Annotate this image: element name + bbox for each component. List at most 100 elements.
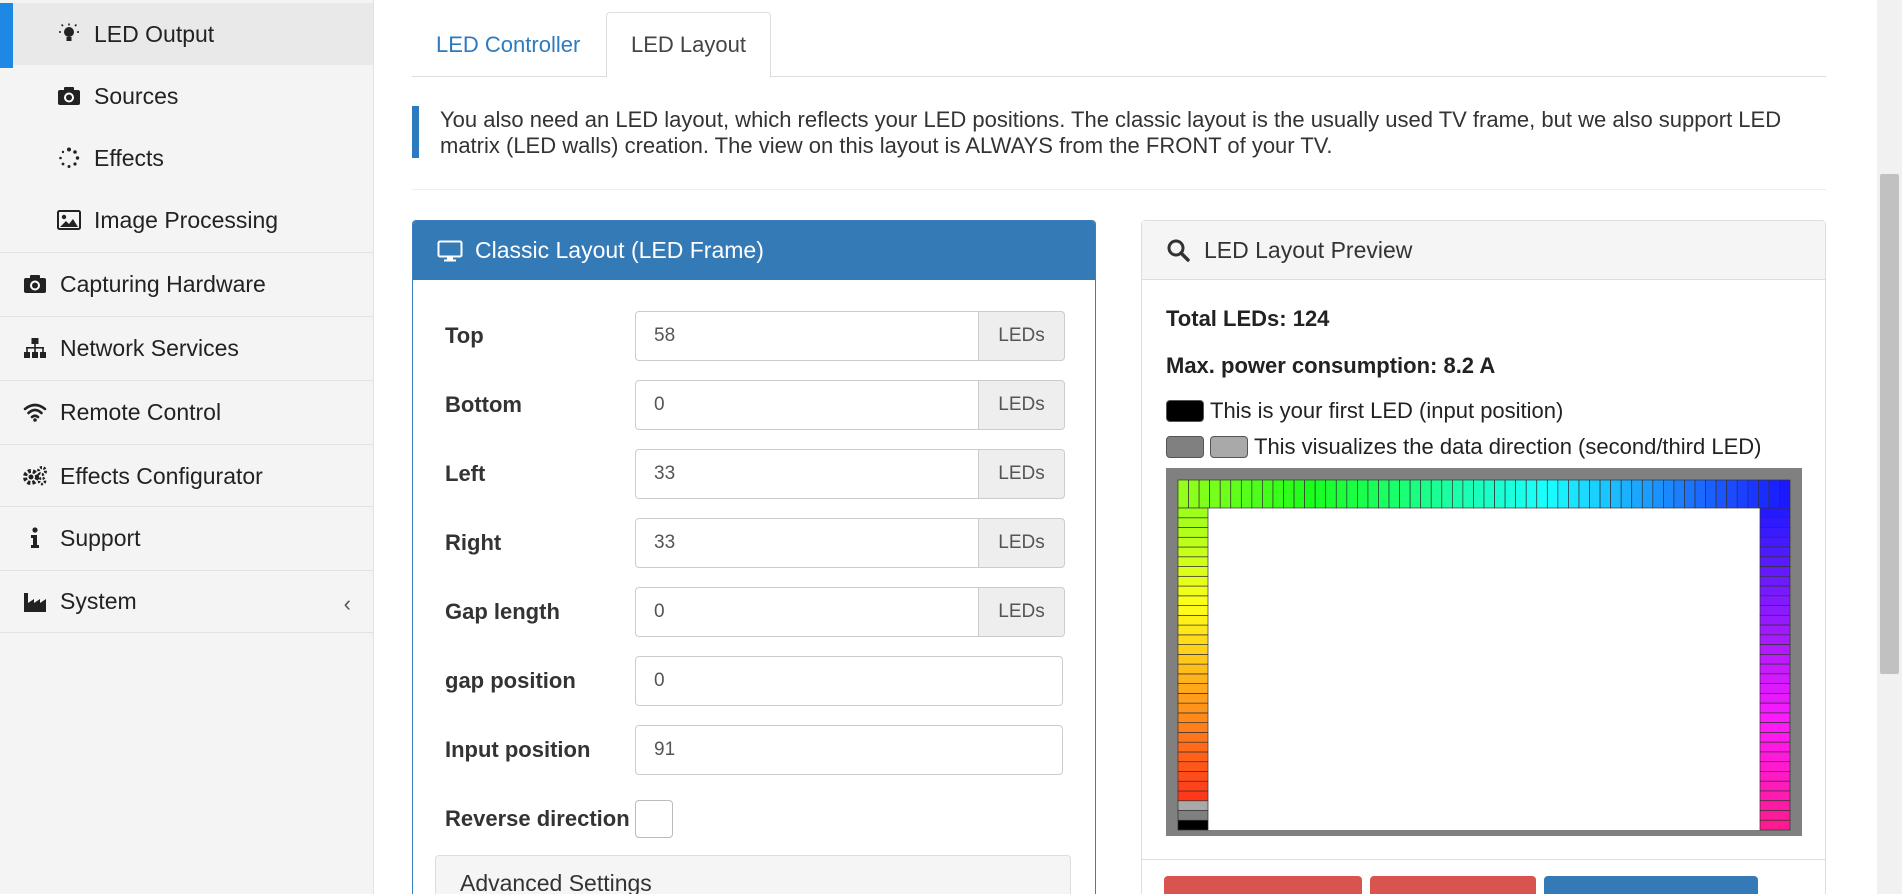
led-cell (1663, 479, 1675, 509)
tab-led-layout[interactable]: LED Layout (606, 12, 771, 78)
led-action-button[interactable] (1164, 876, 1362, 894)
scrollbar-thumb[interactable] (1880, 174, 1899, 674)
sidebar-item-effects-configurator[interactable]: Effects Configurator (0, 444, 373, 507)
field-left: Left 33 LEDs (445, 449, 1065, 499)
desktop-icon (437, 240, 463, 262)
sidebar-item-capturing-hardware[interactable]: Capturing Hardware (0, 252, 373, 315)
panel-footer-divider (1142, 859, 1825, 860)
led-cell (1726, 479, 1738, 509)
led-cell (1251, 479, 1263, 509)
sidebar-item-support[interactable]: Support (0, 506, 373, 569)
sidebar-item-network-services[interactable]: Network Services (0, 316, 373, 379)
led-action-button[interactable] (1370, 876, 1536, 894)
led-cell (1684, 479, 1696, 509)
led-cell (1759, 614, 1791, 626)
second-led-swatch (1166, 436, 1204, 458)
legend-first-led: This is your first LED (input position) (1166, 398, 1563, 424)
led-cell (1177, 771, 1209, 782)
led-cell (1177, 810, 1209, 821)
led-cell (1759, 683, 1791, 694)
led-cell (1759, 780, 1791, 792)
led-cell (1483, 479, 1495, 509)
gap-length-input[interactable]: 0 (635, 587, 979, 637)
led-cell (1188, 479, 1200, 509)
led-cell (1177, 741, 1209, 753)
led-cell (1759, 556, 1791, 567)
led-cell (1759, 732, 1791, 743)
total-leds: Total LEDs: 124 (1166, 306, 1330, 331)
led-cell (1589, 479, 1601, 509)
gap-position-input[interactable]: 0 (635, 656, 1063, 706)
led-cell (1430, 479, 1443, 509)
led-cell (1759, 790, 1791, 802)
chevron-left-icon[interactable]: ‹ (343, 591, 351, 616)
tab-led-controller[interactable]: LED Controller (436, 32, 581, 57)
left-leds-input[interactable]: 33 (635, 449, 979, 499)
led-cell (1759, 595, 1791, 606)
camera-icon (56, 83, 82, 109)
classic-layout-header: Classic Layout (LED Frame) (413, 221, 1095, 280)
led-cell (1367, 479, 1379, 509)
led-cell (1262, 479, 1274, 509)
led-cell (1335, 479, 1348, 509)
led-cell (1759, 605, 1791, 616)
advanced-settings-header[interactable]: Advanced Settings (435, 855, 1071, 894)
led-cell (1759, 693, 1791, 704)
led-cell (1283, 479, 1295, 509)
led-cell (1599, 479, 1611, 509)
led-cell (1715, 479, 1728, 509)
classic-layout-title: Classic Layout (LED Frame) (475, 237, 764, 263)
led-action-button[interactable] (1544, 876, 1758, 894)
led-cell (1219, 479, 1232, 509)
led-cell (1759, 800, 1791, 811)
unit-addon: LEDs (979, 380, 1065, 430)
led-cell (1177, 575, 1209, 587)
led-cell (1736, 479, 1749, 509)
led-cell (1759, 702, 1791, 714)
bottom-leds-input[interactable]: 0 (635, 380, 979, 430)
sidebar-item-system[interactable]: System ‹ (0, 570, 373, 633)
preview-header: LED Layout Preview (1142, 221, 1825, 280)
led-cell (1177, 693, 1209, 704)
led-cell (1177, 546, 1209, 558)
sidebar-item-sources[interactable]: Sources (0, 65, 373, 127)
led-cell (1177, 761, 1209, 772)
led-cell (1759, 819, 1791, 831)
led-cell (1177, 566, 1209, 577)
field-reverse-direction: Reverse direction (445, 794, 673, 844)
right-leds-input[interactable]: 33 (635, 518, 979, 568)
led-cell (1177, 712, 1209, 724)
sidebar-item-led-output[interactable]: LED Output (0, 3, 373, 68)
led-cell (1759, 771, 1791, 782)
field-bottom: Bottom 0 LEDs (445, 380, 1065, 430)
led-cell (1177, 790, 1209, 802)
info-callout: You also need an LED layout, which refle… (412, 106, 1826, 190)
unit-addon: LEDs (979, 311, 1065, 361)
led-cell (1759, 585, 1791, 597)
led-cell (1272, 479, 1284, 509)
led-cell (1230, 479, 1242, 509)
industry-icon (22, 589, 48, 615)
image-icon (56, 207, 82, 233)
led-cell (1177, 634, 1209, 645)
led-cell (1177, 780, 1209, 792)
led-cell (1759, 644, 1791, 655)
sidebar-item-effects[interactable]: Effects (0, 127, 373, 189)
led-cell (1209, 479, 1221, 509)
led-cell (1759, 517, 1791, 528)
reverse-direction-checkbox[interactable] (635, 800, 673, 838)
field-label: Top (445, 323, 484, 348)
sidebar-item-image-processing[interactable]: Image Processing (0, 189, 373, 251)
field-top: Top 58 LEDs (445, 311, 1065, 361)
led-cell (1177, 722, 1209, 733)
top-leds-input[interactable]: 58 (635, 311, 979, 361)
sidebar-item-remote-control[interactable]: Remote Control (0, 380, 373, 443)
field-gap-length: Gap length 0 LEDs (445, 587, 1065, 637)
led-cell (1546, 479, 1559, 509)
led-frame-screen (1206, 508, 1762, 830)
led-preview-panel: LED Layout Preview Total LEDs: 124 Max. … (1141, 220, 1826, 894)
input-position-input[interactable]: 91 (635, 725, 1063, 775)
unit-addon: LEDs (979, 518, 1065, 568)
led-cell (1578, 479, 1590, 509)
info-icon (22, 525, 48, 551)
